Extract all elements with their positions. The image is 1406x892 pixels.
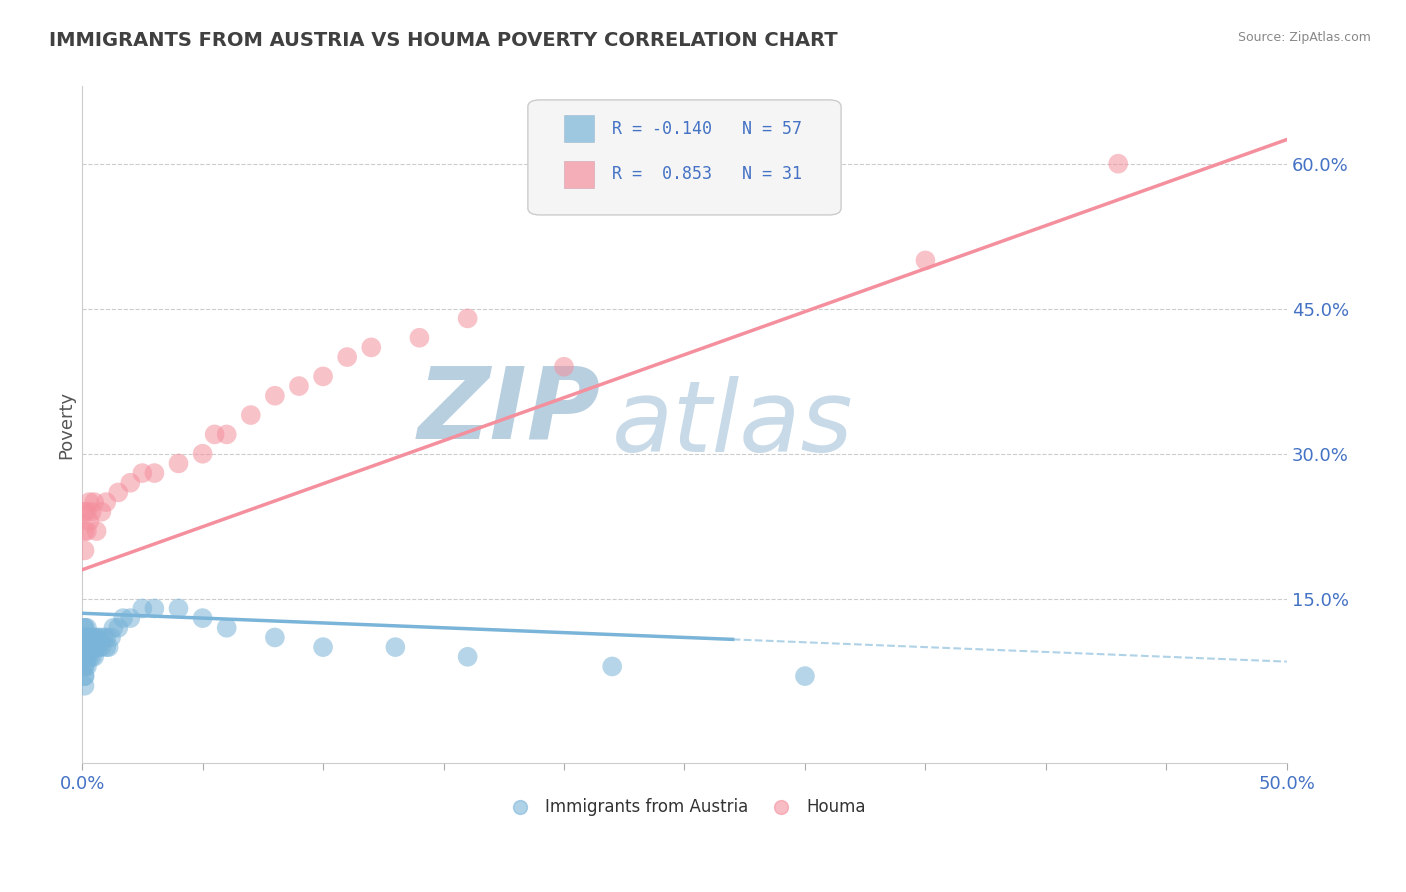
Text: R =  0.853   N = 31: R = 0.853 N = 31 <box>612 165 803 184</box>
Point <box>76 631 98 645</box>
Point <box>408 331 430 345</box>
Point <box>204 427 226 442</box>
Point <box>457 649 479 664</box>
Point <box>73 649 96 664</box>
FancyBboxPatch shape <box>527 100 841 215</box>
Point <box>312 640 335 654</box>
Point <box>131 466 153 480</box>
Text: Source: ZipAtlas.com: Source: ZipAtlas.com <box>1237 31 1371 45</box>
Legend: Immigrants from Austria, Houma: Immigrants from Austria, Houma <box>496 791 873 822</box>
Point <box>73 631 96 645</box>
Point <box>73 543 96 558</box>
Point <box>600 659 623 673</box>
Point <box>191 447 214 461</box>
Point <box>191 611 214 625</box>
Point <box>112 611 135 625</box>
Point <box>86 524 108 538</box>
Point <box>143 601 166 615</box>
Point <box>914 253 936 268</box>
Point <box>80 505 103 519</box>
Text: R = -0.140   N = 57: R = -0.140 N = 57 <box>612 120 803 137</box>
Point <box>76 649 98 664</box>
Point <box>80 631 103 645</box>
Point <box>215 621 238 635</box>
Point <box>79 495 101 509</box>
Point <box>103 621 125 635</box>
Point <box>239 408 262 422</box>
Point <box>73 640 96 654</box>
Point <box>80 649 103 664</box>
Point <box>73 669 96 683</box>
Point <box>73 649 96 664</box>
Point <box>73 669 96 683</box>
Point <box>83 649 105 664</box>
Point <box>97 640 120 654</box>
Point <box>73 505 96 519</box>
Point <box>86 640 108 654</box>
Point <box>76 505 98 519</box>
Point <box>312 369 335 384</box>
Point <box>73 631 96 645</box>
Point <box>215 427 238 442</box>
Point <box>76 524 98 538</box>
Text: atlas: atlas <box>612 376 853 474</box>
Point <box>264 389 287 403</box>
Point <box>76 640 98 654</box>
Point <box>93 631 115 645</box>
Point <box>73 649 96 664</box>
Point <box>107 485 129 500</box>
Point <box>73 621 96 635</box>
Point <box>100 631 122 645</box>
Text: ZIP: ZIP <box>418 363 600 459</box>
Point <box>167 457 190 471</box>
Point <box>107 621 129 635</box>
Point <box>553 359 575 374</box>
Point <box>264 631 287 645</box>
Point <box>96 640 118 654</box>
Point <box>73 659 96 673</box>
Point <box>79 649 101 664</box>
Point <box>90 505 112 519</box>
FancyBboxPatch shape <box>564 161 595 188</box>
Point <box>76 659 98 673</box>
Point <box>76 621 98 635</box>
Point <box>83 640 105 654</box>
Point <box>73 621 96 635</box>
Point <box>73 679 96 693</box>
Point <box>360 340 382 354</box>
Point <box>131 601 153 615</box>
Y-axis label: Poverty: Poverty <box>58 391 75 458</box>
Point <box>1107 157 1129 171</box>
Point <box>73 640 96 654</box>
Point <box>96 495 118 509</box>
Point <box>90 640 112 654</box>
Point <box>794 669 817 683</box>
Point <box>76 640 98 654</box>
Point <box>87 640 110 654</box>
Point <box>384 640 406 654</box>
FancyBboxPatch shape <box>564 115 595 142</box>
Point <box>167 601 190 615</box>
Point <box>96 631 118 645</box>
Point <box>87 631 110 645</box>
Point <box>83 495 105 509</box>
Point <box>73 640 96 654</box>
Point <box>80 640 103 654</box>
Point <box>73 524 96 538</box>
Point <box>73 659 96 673</box>
Point <box>76 640 98 654</box>
Point <box>76 649 98 664</box>
Point <box>288 379 311 393</box>
Point <box>143 466 166 480</box>
Point <box>79 640 101 654</box>
Point <box>83 631 105 645</box>
Point <box>79 631 101 645</box>
Point <box>336 350 359 364</box>
Point <box>86 631 108 645</box>
Point <box>120 611 142 625</box>
Point <box>120 475 142 490</box>
Point <box>457 311 479 326</box>
Point <box>79 515 101 529</box>
Text: IMMIGRANTS FROM AUSTRIA VS HOUMA POVERTY CORRELATION CHART: IMMIGRANTS FROM AUSTRIA VS HOUMA POVERTY… <box>49 31 838 50</box>
